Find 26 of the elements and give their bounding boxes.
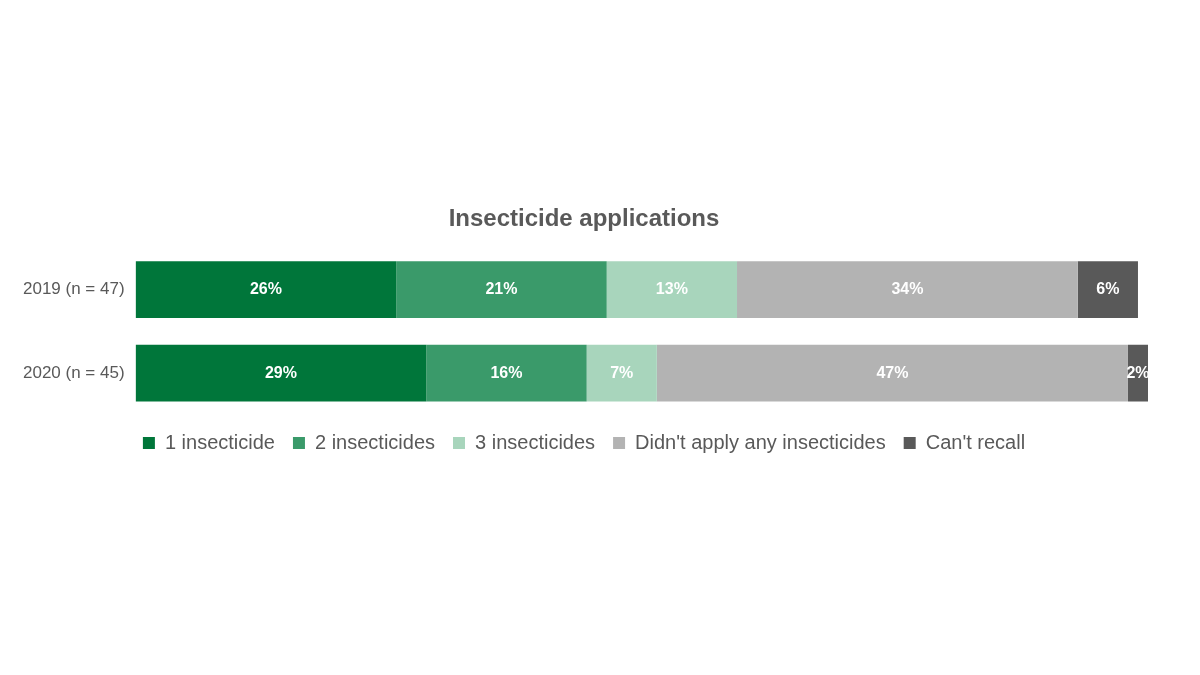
data-label: 16% <box>490 363 523 381</box>
bar <box>737 261 1078 319</box>
chart-title: Insecticide applications <box>448 204 720 232</box>
bar <box>1077 261 1138 319</box>
legend-label: Can't recall <box>925 430 1026 453</box>
data-label: 26% <box>249 280 282 298</box>
legend-label: Didn't apply any insecticides <box>635 430 886 453</box>
bar <box>606 261 738 319</box>
bar <box>135 344 427 402</box>
bar <box>396 261 607 319</box>
legend-label: 2 insecticides <box>314 430 436 453</box>
bar <box>135 261 397 319</box>
data-label: 21% <box>485 280 518 298</box>
data-label: 7% <box>610 363 634 381</box>
bar <box>656 344 1128 402</box>
bar <box>586 344 657 402</box>
data-label: 13% <box>655 280 688 298</box>
data-label: 47% <box>876 363 909 381</box>
data-label: 34% <box>891 280 924 298</box>
legend-label: 3 insecticides <box>475 430 596 453</box>
data-label: 6% <box>1096 280 1120 298</box>
y-tick-label: 2019 (n = 47) <box>22 279 125 299</box>
legend-label: 1 insecticide <box>164 430 275 453</box>
data-label: 29% <box>264 363 297 381</box>
bar <box>426 344 587 402</box>
y-tick-label: 2020 (n = 45) <box>22 362 125 382</box>
